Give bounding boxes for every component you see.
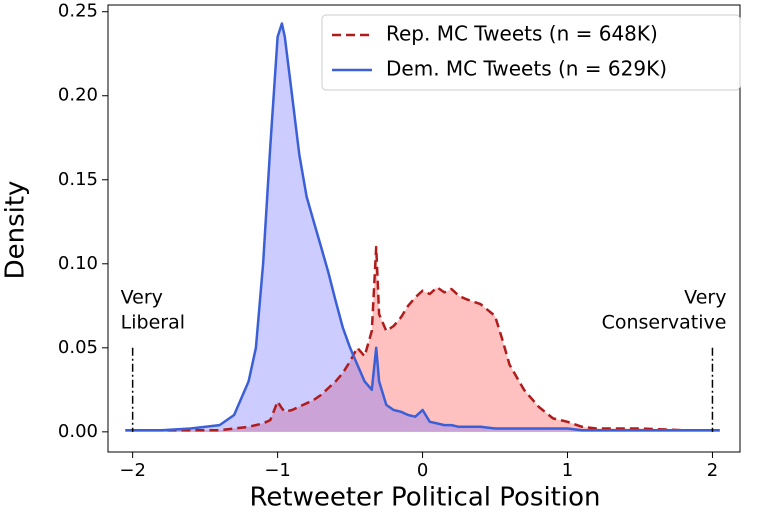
y-tick-label: 0.05: [58, 337, 98, 358]
y-tick-label: 0.20: [58, 85, 98, 106]
plot-frame: [107, 4, 741, 453]
density-line: [125, 22, 720, 432]
density-area: [125, 247, 720, 432]
x-tick-label: −1: [264, 460, 291, 481]
y-tick-label: 0.25: [58, 1, 98, 22]
density-line: [125, 245, 720, 432]
marker-label: Conservative: [602, 311, 727, 333]
y-axis-label: Density: [1, 181, 31, 280]
marker-label: Very: [121, 286, 163, 308]
x-tick-label: 1: [562, 460, 573, 481]
x-tick-label: 2: [707, 460, 718, 481]
legend-label: Rep. MC Tweets (n = 648K): [386, 22, 658, 46]
legend-box: [321, 14, 741, 91]
marker-label: Very: [684, 286, 726, 308]
legend: Rep. MC Tweets (n = 648K) Dem. MC Tweets …: [321, 14, 741, 91]
y-tick-label: 0.00: [58, 421, 98, 442]
x-axis-label: Retweeter Political Position: [250, 483, 601, 512]
x-tick-label: −2: [119, 460, 146, 481]
y-tick-label: 0.15: [58, 169, 98, 190]
marker-label: Liberal: [121, 311, 185, 333]
density-area: [125, 23, 720, 432]
x-tick-label: 0: [417, 460, 428, 481]
y-tick-label: 0.10: [58, 253, 98, 274]
legend-label: Dem. MC Tweets (n = 629K): [386, 57, 667, 81]
